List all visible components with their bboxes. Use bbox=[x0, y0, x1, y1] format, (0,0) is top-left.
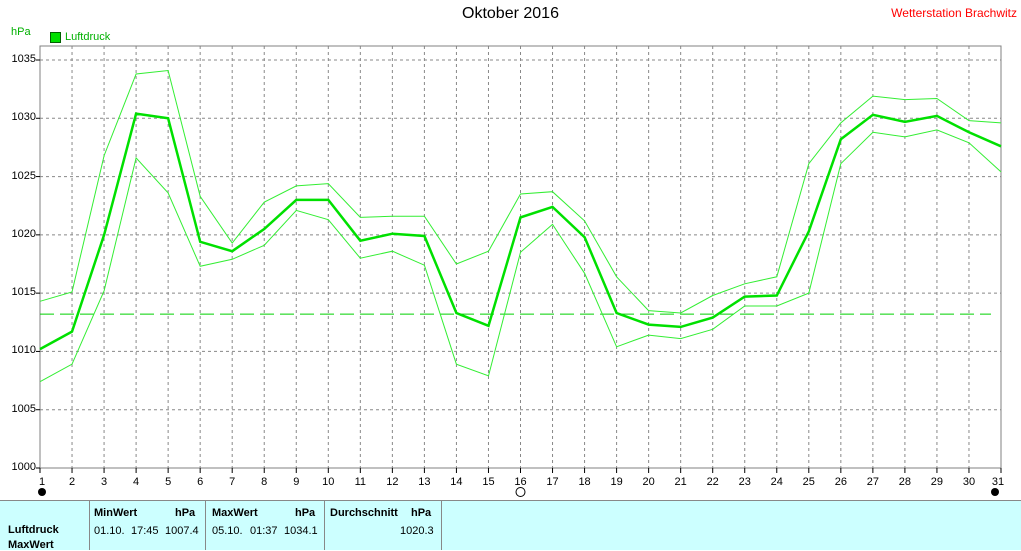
x-tick-label: 20 bbox=[642, 476, 655, 488]
y-tick-label: 1035 bbox=[11, 52, 36, 65]
x-tick-label: 31 bbox=[991, 476, 1005, 488]
avg-cell: Durchschnitt hPa 1020.3 bbox=[325, 501, 442, 550]
x-tick-label: 24 bbox=[770, 476, 783, 488]
min-cell: MinWert hPa 01.10. 17:45 1007.4 bbox=[89, 501, 206, 550]
y-tick-label: 1000 bbox=[11, 461, 36, 473]
y-tick-label: 1030 bbox=[11, 111, 36, 124]
chart-title: Oktober 2016 bbox=[462, 5, 559, 22]
y-tick-label: 1025 bbox=[11, 169, 36, 182]
min-time: 17:45 bbox=[131, 525, 159, 537]
middle-marker bbox=[515, 487, 526, 497]
max-date: 05.10. bbox=[212, 525, 243, 537]
x-tick-label: 25 bbox=[802, 476, 815, 488]
x-tick-label: 9 bbox=[293, 476, 300, 488]
end-marker bbox=[991, 488, 999, 496]
x-tick-label: 4 bbox=[133, 476, 140, 488]
x-tick-label: 23 bbox=[738, 476, 751, 488]
series-line-min bbox=[39, 129, 1002, 383]
min-value: 1007.4 bbox=[165, 525, 199, 537]
max-unit: hPa bbox=[295, 507, 316, 519]
max-time: 01:37 bbox=[250, 525, 278, 537]
x-tick-label: 10 bbox=[322, 476, 335, 488]
x-tick-label: 12 bbox=[386, 476, 399, 488]
x-tick-label: 15 bbox=[482, 476, 495, 488]
min-unit: hPa bbox=[175, 507, 196, 519]
x-tick-label: 13 bbox=[418, 476, 431, 488]
min-date: 01.10. bbox=[94, 525, 125, 537]
station-name: Wetterstation Brachwitz bbox=[891, 6, 1017, 20]
y-tick-label: 1005 bbox=[11, 402, 36, 415]
series-line-max bbox=[39, 69, 1002, 314]
series-line-mean bbox=[39, 112, 1002, 351]
x-tick-label: 18 bbox=[578, 476, 591, 488]
y-tick-label: 1020 bbox=[11, 227, 36, 240]
x-tick-label: 11 bbox=[354, 476, 367, 488]
row-label-maxwert: MaxWert bbox=[8, 539, 54, 551]
y-tick-label: 1010 bbox=[11, 344, 36, 357]
x-tick-label: 17 bbox=[546, 476, 559, 488]
y-tick-label: 1015 bbox=[11, 286, 36, 299]
legend-swatch bbox=[50, 31, 61, 43]
x-tick-label: 27 bbox=[866, 476, 879, 488]
x-tick-label: 1 bbox=[38, 476, 46, 488]
x-tick-label: 2 bbox=[68, 476, 76, 488]
avg-value: 1020.3 bbox=[400, 525, 434, 537]
start-marker bbox=[38, 488, 46, 496]
x-tick-label: 28 bbox=[898, 476, 912, 488]
x-tick-label: 3 bbox=[101, 476, 108, 488]
x-tick-label: 26 bbox=[834, 476, 847, 488]
x-tick-label: 22 bbox=[706, 476, 719, 488]
row-label-cell: Luftdruck MaxWert bbox=[0, 501, 90, 551]
pressure-chart bbox=[36, 45, 1002, 497]
row-label-luftdruck: Luftdruck bbox=[8, 524, 59, 536]
x-tick-label: 6 bbox=[197, 476, 204, 488]
y-axis-unit: hPa bbox=[11, 26, 31, 38]
x-tick-label: 19 bbox=[610, 476, 623, 488]
min-header: MinWert bbox=[94, 507, 138, 519]
avg-unit: hPa bbox=[411, 507, 432, 519]
max-header: MaxWert bbox=[212, 507, 258, 519]
x-tick-label: 7 bbox=[229, 476, 236, 488]
max-cell: MaxWert hPa 05.10. 01:37 1034.1 bbox=[206, 501, 325, 550]
x-tick-label: 5 bbox=[165, 476, 172, 488]
x-tick-label: 16 bbox=[514, 476, 527, 488]
legend: Luftdruck bbox=[50, 31, 110, 43]
x-tick-label: 14 bbox=[450, 476, 463, 488]
x-tick-label: 30 bbox=[962, 476, 976, 488]
x-tick-label: 29 bbox=[930, 476, 944, 488]
x-tick-label: 21 bbox=[674, 476, 687, 488]
x-tick-label: 8 bbox=[261, 476, 268, 488]
legend-label: Luftdruck bbox=[65, 31, 111, 43]
max-value: 1034.1 bbox=[284, 525, 318, 537]
avg-header: Durchschnitt bbox=[330, 507, 398, 519]
statistics-panel: Luftdruck MaxWert MinWert hPa 01.10. 17:… bbox=[0, 500, 1021, 551]
